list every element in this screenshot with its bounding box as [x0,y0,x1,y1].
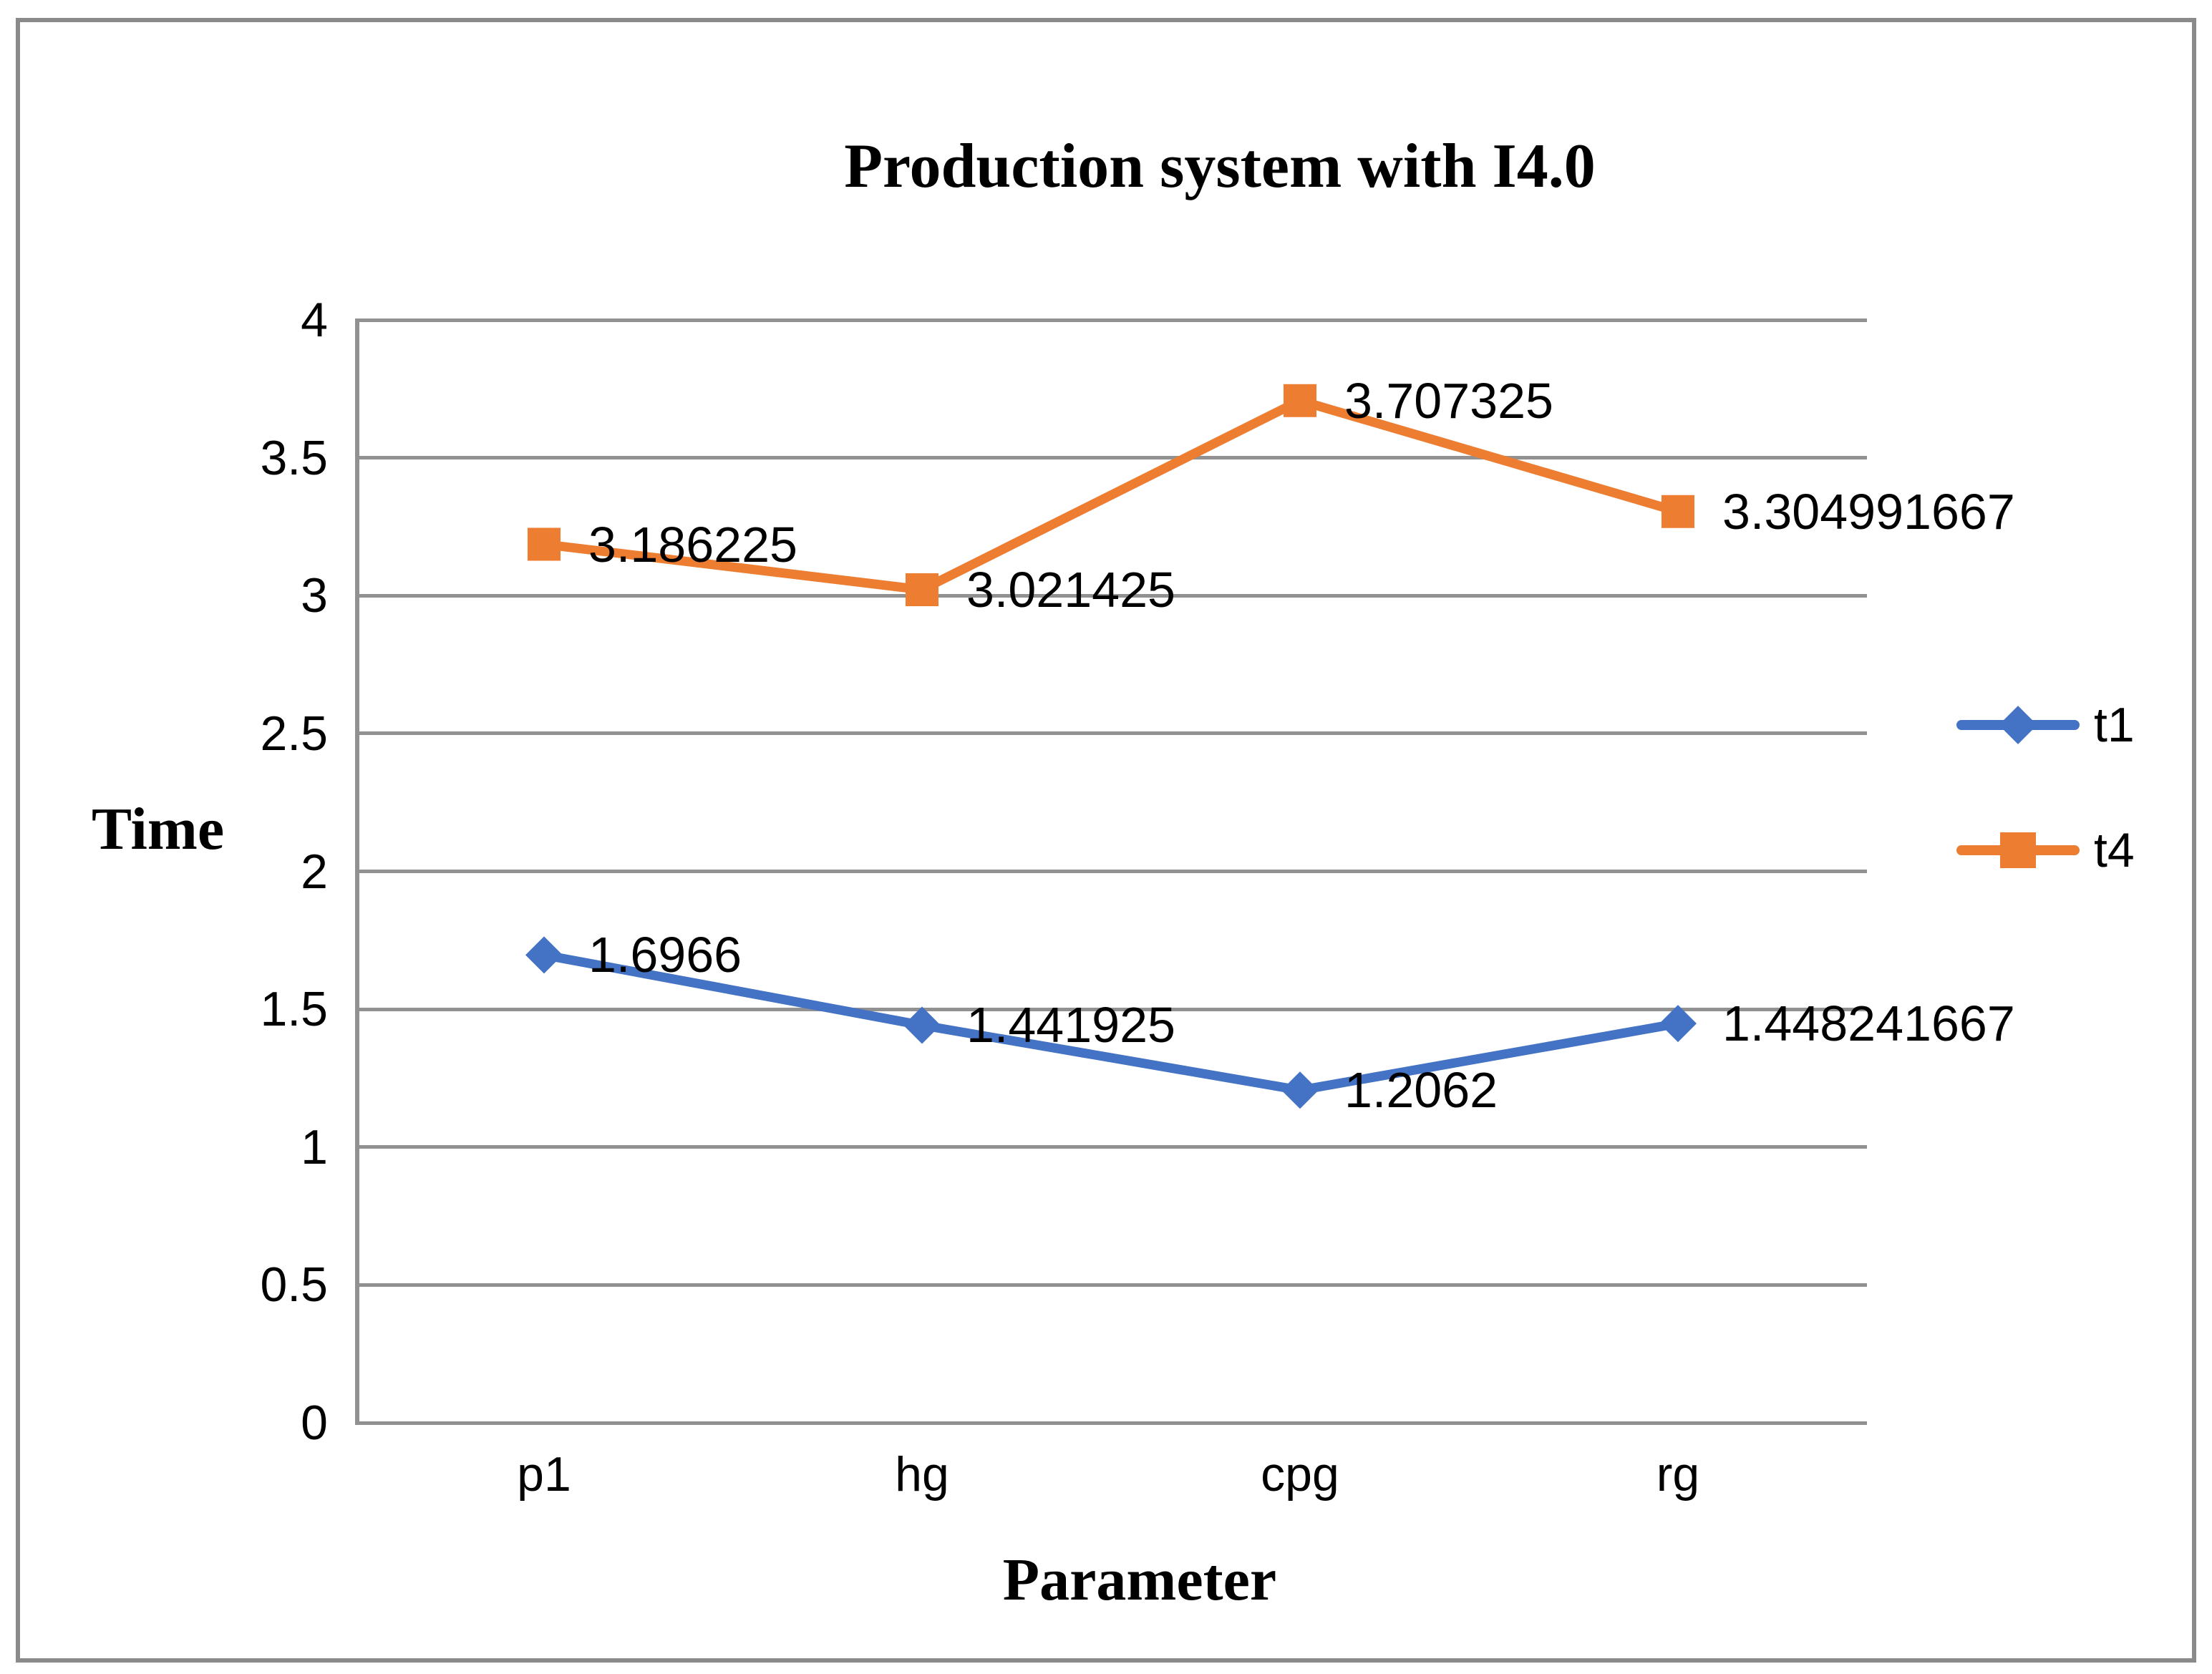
data-label-t1-hg: 1.441925 [966,997,1175,1053]
series-line-t1 [539,950,1683,1095]
gridline [355,456,1867,460]
y-tick-label: 2 [301,844,328,899]
data-label-t4-hg: 3.021425 [966,561,1175,618]
square-marker-t4-cpg [1284,384,1316,417]
data-label-t4-cpg: 3.707325 [1344,372,1553,429]
data-label-t1-rg: 1.448241667 [1722,996,2015,1052]
gridline [355,593,1867,598]
category-label-rg: rg [1656,1447,1700,1502]
gridline [355,731,1867,736]
y-tick-label: 0 [301,1396,328,1450]
y-tick-label: 3 [301,568,328,623]
y-axis-line [355,320,359,1425]
diamond-marker-t1-p1 [525,936,563,974]
gridline [355,870,1867,873]
square-marker-t4-p1 [528,527,561,561]
series-canvas [525,384,1697,1109]
y-tick-label: 3.5 [260,430,328,485]
gridline [355,1421,1867,1425]
chart-title: Production system with I4.0 [844,132,1596,201]
gridline [355,1283,1867,1287]
series-line-t4 [539,396,1683,595]
data-label-t4-rg: 3.304991667 [1722,483,2015,540]
y-axis-title: Time [92,796,225,862]
y-tick-label: 0.5 [260,1257,328,1313]
diamond-marker-t1-hg [903,1006,941,1044]
legend-square-icon-t4 [2000,832,2036,868]
data-label-t4-p1: 3.186225 [588,516,797,573]
legend-label-t1: t1 [2094,698,2135,752]
plot-area: 1.6966 1.441925 1.2062 1.448241667 3.186225 3… [355,318,2015,1425]
gridline [355,1007,1867,1011]
y-tick-label: 1.5 [260,982,328,1037]
gridline [355,318,1867,322]
square-marker-t4-hg [906,573,938,606]
y-tick-label: 2.5 [260,706,328,761]
diamond-marker-t1-rg [1659,1005,1697,1043]
data-label-t1-p1: 1.6966 [588,927,742,983]
category-label-hg: hg [895,1447,949,1502]
square-marker-t4-rg [1662,495,1694,528]
y-tick-label: 1 [301,1119,328,1174]
data-label-t1-cpg: 1.2062 [1344,1062,1498,1119]
gridline [355,1145,1867,1149]
category-label-p1: p1 [517,1447,571,1502]
legend-label-t4: t4 [2094,823,2135,877]
x-axis-title: Parameter [1002,1547,1277,1613]
diamond-marker-t1-cpg [1281,1071,1319,1109]
chart-frame: Production system with I4.0 Time Paramet… [16,18,2196,1663]
category-label-cpg: cpg [1261,1447,1339,1502]
y-tick-label: 4 [301,293,328,347]
